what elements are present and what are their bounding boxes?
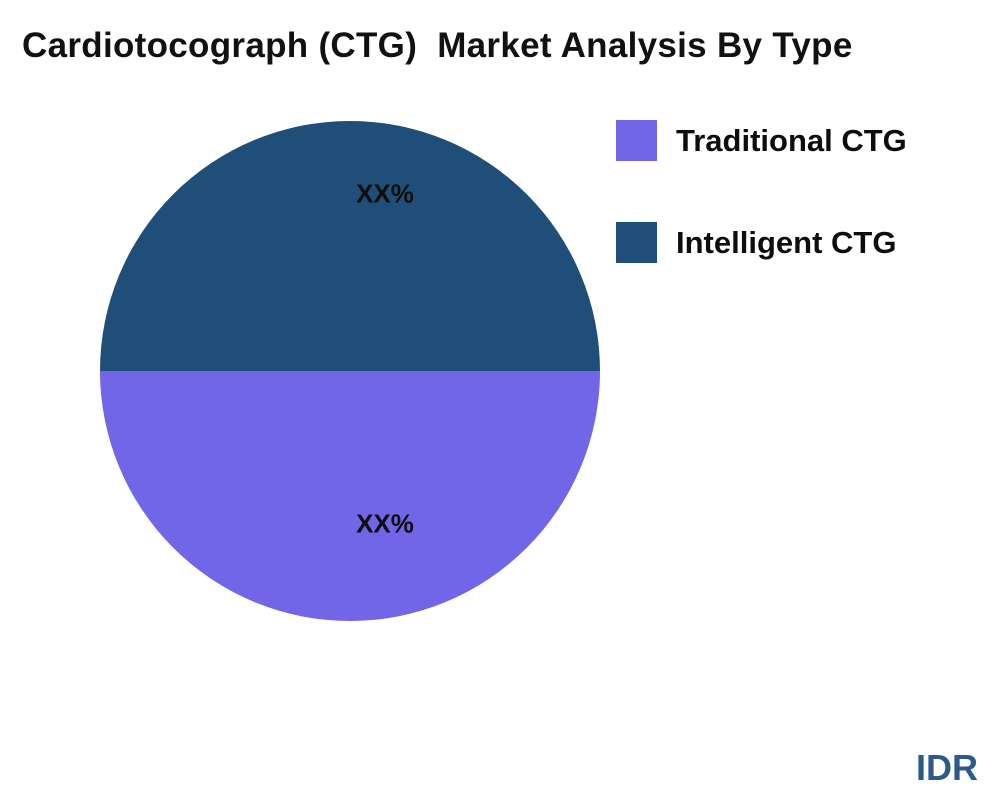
pie-slice-label-traditional-ctg: XX% [356, 508, 414, 539]
pie-slice-label-intelligent-ctg: XX% [356, 178, 414, 209]
chart-title: Cardiotocograph (CTG) Market Analysis By… [22, 26, 853, 65]
legend: Traditional CTG Intelligent CTG [616, 120, 907, 324]
legend-item-traditional-ctg: Traditional CTG [616, 120, 907, 161]
legend-item-intelligent-ctg: Intelligent CTG [616, 222, 907, 263]
legend-label-traditional-ctg: Traditional CTG [676, 122, 907, 158]
legend-swatch-traditional-ctg [616, 120, 657, 161]
idr-watermark: IDR [916, 747, 978, 788]
legend-label-intelligent-ctg: Intelligent CTG [676, 224, 897, 260]
legend-swatch-intelligent-ctg [616, 222, 657, 263]
pie-chart [100, 121, 600, 621]
